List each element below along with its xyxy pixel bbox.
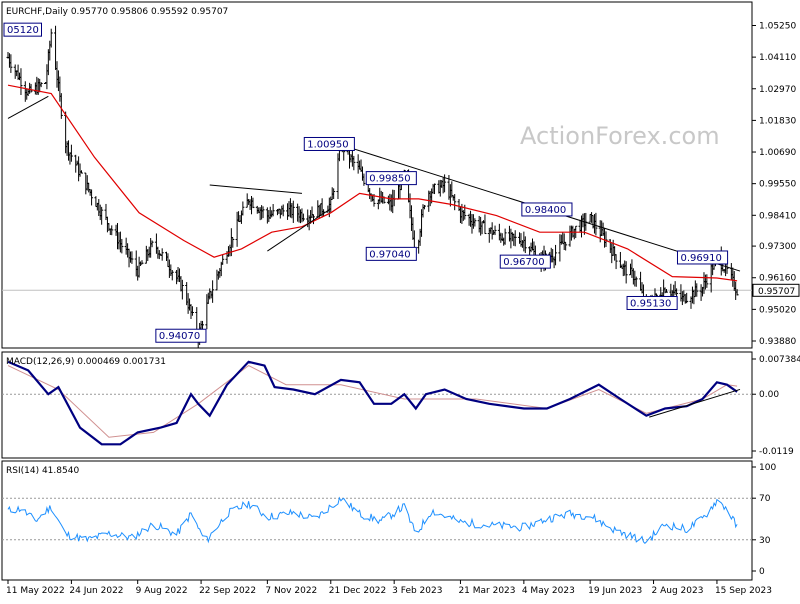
price-tick-label: 1.05250 [759,21,796,31]
price-tick-label: 1.01830 [759,116,796,126]
time-tick-label: 7 Nov 2022 [265,586,317,596]
macd-tick-label: 0.00 [759,390,779,400]
price-label: 0.94070 [159,331,200,342]
macd-trendline [649,388,741,418]
price-label-box [303,136,355,151]
rsi-tick-label: 100 [759,463,776,473]
rsi-line [7,496,738,544]
price-label: 1.00950 [307,139,348,150]
macd-title: MACD(12,26,9) 0.000469 0.001731 [6,357,166,367]
price-title: EURCHF,Daily 0.95770 0.95806 0.95592 0.9… [6,7,228,17]
price-tick-label: 1.04110 [759,53,796,63]
symbol-label: EURCHF,Daily [6,7,69,17]
rsi-layer [2,496,752,544]
price-tick-label: 0.93880 [759,337,796,347]
trendline [7,95,49,119]
current-price-tag-box [752,283,800,297]
price-tick-label: 0.97300 [759,242,796,252]
price-label-box [155,328,207,343]
macd-signal-line [7,365,738,438]
time-tick-label: 9 Aug 2022 [136,586,188,596]
time-tick-label: 24 Jun 2022 [69,586,123,596]
macd-layer [2,360,752,446]
price-layer: 05120 0.94070 1.00950 0.99850 0.97040 0.98400… [2,22,752,348]
macd-main-line [7,360,738,446]
price-tick-label: 0.96160 [759,274,796,284]
time-tick-label: 3 Feb 2023 [392,586,442,596]
price-label-box [365,171,417,186]
time-tick-label: 4 May 2023 [522,586,575,596]
price-label-box [365,246,417,261]
price-tick-label: 1.00690 [759,148,796,158]
trendline [209,184,302,194]
watermark: ActionForex.com [520,122,720,150]
time-tick-label: 22 Sep 2022 [199,586,256,596]
time-tick-label: 19 Jun 2023 [588,586,642,596]
price-tick-label: 0.99550 [759,180,796,190]
price-label: 0.96700 [503,257,544,268]
rsi-tick-label: 30 [759,536,771,546]
time-tick-label: 15 Sep 2023 [715,586,772,596]
time-tick-label: 2 Aug 2023 [652,586,704,596]
price-label-box [499,254,551,269]
time-tick-label: 11 May 2022 [6,586,65,596]
ohlc-readout: 0.95770 0.95806 0.95592 0.95707 [71,7,228,17]
macd-tick-label: -0.0119 [759,447,794,457]
macd-tick-label: 0.007384 [759,355,800,365]
price-label: 0.97040 [369,249,410,260]
price-label-box [521,202,573,217]
trendline [267,208,332,252]
rsi-title: RSI(14) 41.8540 [6,466,79,476]
axes-layer: 1.05250 1.04110 1.02970 1.01830 1.00690 0.995… [6,21,800,596]
price-label: 0.99850 [369,174,410,185]
price-label-box [676,250,729,265]
price-label-box [626,295,678,310]
time-tick-label: 21 Mar 2023 [458,586,515,596]
rsi-tick-label: 70 [759,494,771,504]
price-label: 05120 [7,25,39,36]
price-label: 0.98400 [525,205,566,216]
price-label: 0.95130 [630,298,671,309]
price-label: 0.96910 [680,253,721,264]
macd-panel-frame [1,351,753,459]
price-tick-label: 0.95020 [759,305,796,315]
moving-average-line [7,84,738,282]
price-tick-label: 0.98410 [759,211,796,221]
price-label-box [3,22,42,37]
time-tick-label: 21 Dec 2022 [329,586,387,596]
current-price-tag: 0.95707 [758,287,795,297]
rsi-tick-label: 0 [759,567,765,577]
price-tick-label: 1.02970 [759,85,796,95]
